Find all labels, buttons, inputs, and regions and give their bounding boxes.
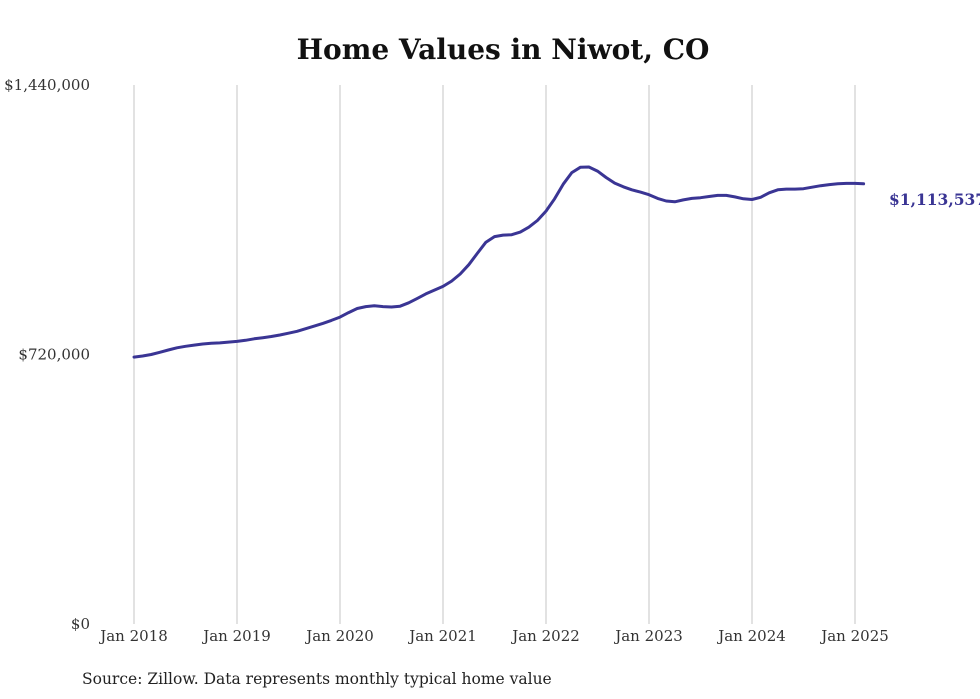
chart-title: Home Values in Niwot, CO	[297, 33, 710, 66]
series-line	[132, 165, 866, 359]
y-axis-ticks: $0 $720,000 $1,440,000	[4, 76, 90, 633]
end-value-label: $1,113,537	[889, 190, 980, 209]
series-layer	[132, 165, 866, 359]
x-tick-label: Jan 2019	[201, 627, 271, 645]
y-tick-label: $0	[71, 615, 90, 633]
x-tick-label: Jan 2020	[304, 627, 374, 645]
x-tick-label: Jan 2018	[98, 627, 168, 645]
x-tick-label: Jan 2025	[819, 627, 889, 645]
x-tick-label: Jan 2022	[510, 627, 580, 645]
x-tick-label: Jan 2023	[613, 627, 683, 645]
gridlines	[133, 85, 856, 624]
source-note: Source: Zillow. Data represents monthly …	[82, 670, 552, 688]
y-tick-label: $1,440,000	[4, 76, 90, 94]
x-tick-label: Jan 2021	[407, 627, 477, 645]
x-axis-ticks: Jan 2018 Jan 2019 Jan 2020 Jan 2021 Jan 2022…	[98, 627, 889, 645]
x-tick-label: Jan 2024	[716, 627, 786, 645]
y-tick-label: $720,000	[18, 346, 90, 364]
